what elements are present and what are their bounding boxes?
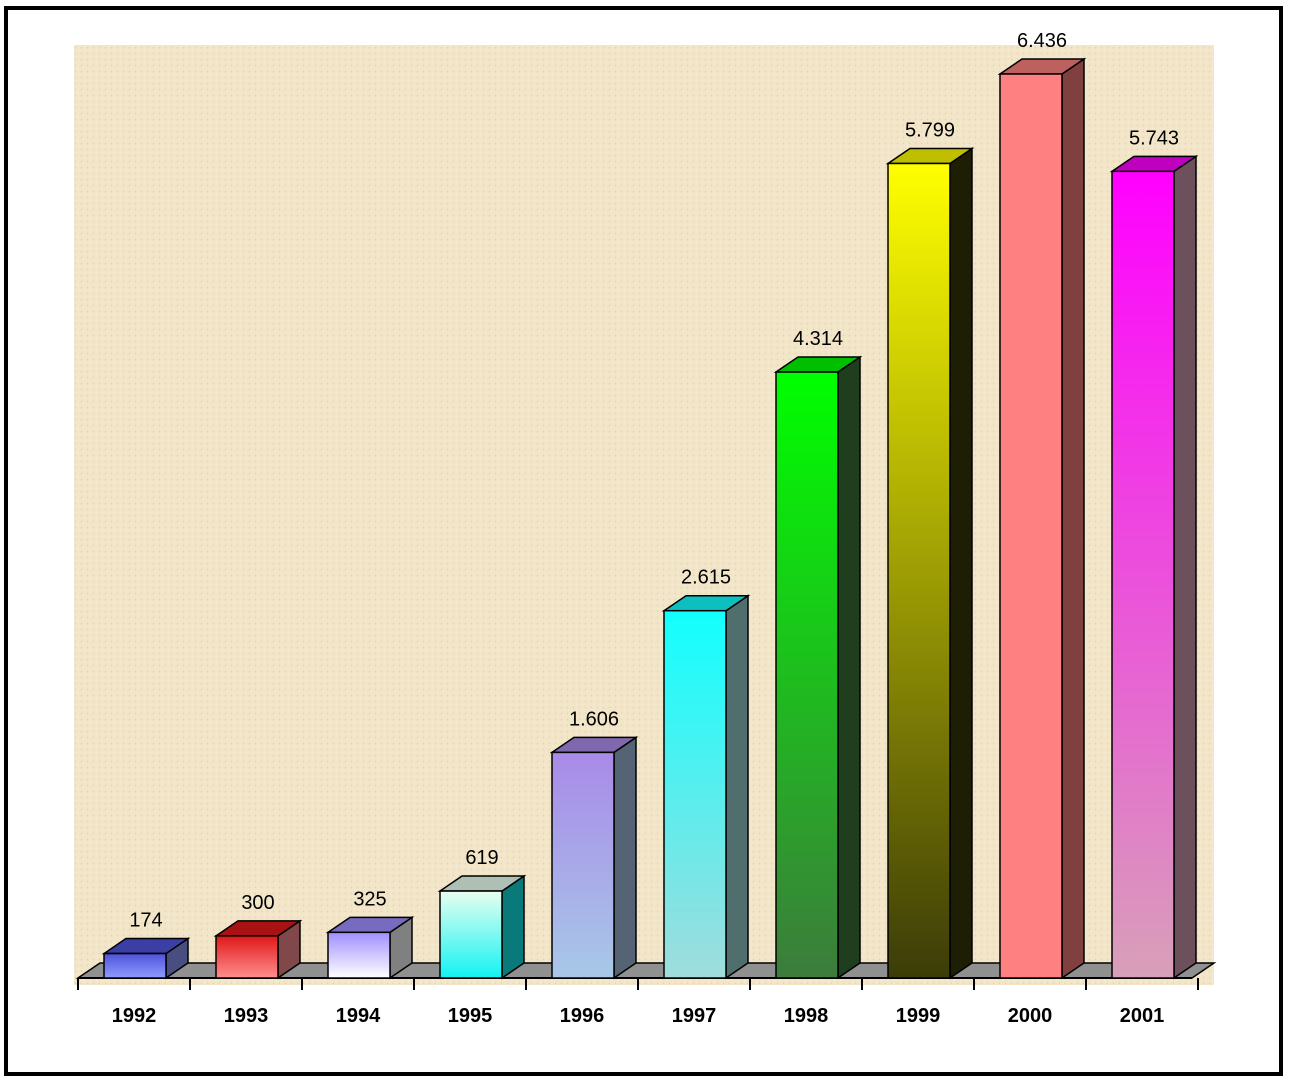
bar-side (1061, 57, 1085, 980)
bar-front (215, 935, 279, 979)
bar-1996 (549, 736, 639, 980)
data-label: 6.436 (1017, 30, 1067, 52)
bar-1997 (661, 594, 751, 980)
bar-side (725, 594, 749, 980)
x-tick-label: 2000 (1008, 1005, 1053, 1027)
bar-1995 (437, 874, 527, 980)
x-tick-label: 1993 (224, 1005, 269, 1027)
bar-front (1111, 170, 1175, 979)
x-tick-label: 1996 (560, 1005, 605, 1027)
bar-front (999, 73, 1063, 979)
chart-frame: 174 1992 300 1993 325 1994 619 1995 1.606 1996 2.6… (4, 6, 1283, 1076)
bar-chart: 174 1992 300 1993 325 1994 619 1995 1.606 1996 2.6… (74, 30, 1217, 1027)
bar-front (775, 371, 839, 979)
x-tick-label: 2001 (1120, 1005, 1165, 1027)
data-label: 619 (465, 847, 498, 869)
bar-1994 (325, 915, 415, 980)
bar-2001 (1109, 154, 1199, 980)
x-tick-label: 1999 (896, 1005, 941, 1027)
data-label: 2.615 (681, 567, 731, 589)
x-tick-label: 1998 (784, 1005, 829, 1027)
bar-1992 (101, 937, 191, 980)
data-label: 300 (241, 892, 274, 914)
bar-front (103, 952, 167, 979)
x-tick-label: 1995 (448, 1005, 493, 1027)
bar-front (439, 890, 503, 979)
data-label: 1.606 (569, 708, 619, 730)
bar-side (1173, 154, 1197, 980)
data-label: 5.799 (905, 119, 955, 141)
bar-side (613, 736, 637, 980)
bar-front (887, 162, 951, 979)
bar-1993 (213, 919, 303, 980)
bar-2000 (997, 57, 1087, 980)
bar-side (949, 147, 973, 980)
bar-front (327, 931, 391, 979)
bar-1999 (885, 147, 975, 980)
x-tick-label: 1992 (112, 1005, 157, 1027)
bar-1998 (773, 355, 863, 980)
data-label: 5.743 (1129, 127, 1179, 149)
bar-side (837, 355, 861, 980)
data-label: 325 (353, 888, 386, 910)
bar-front (663, 609, 727, 979)
x-tick-label: 1997 (672, 1005, 717, 1027)
bar-side (501, 874, 525, 980)
data-label: 174 (129, 910, 162, 932)
bar-front (551, 751, 615, 979)
x-tick-label: 1994 (336, 1005, 381, 1027)
data-label: 4.314 (793, 328, 843, 350)
